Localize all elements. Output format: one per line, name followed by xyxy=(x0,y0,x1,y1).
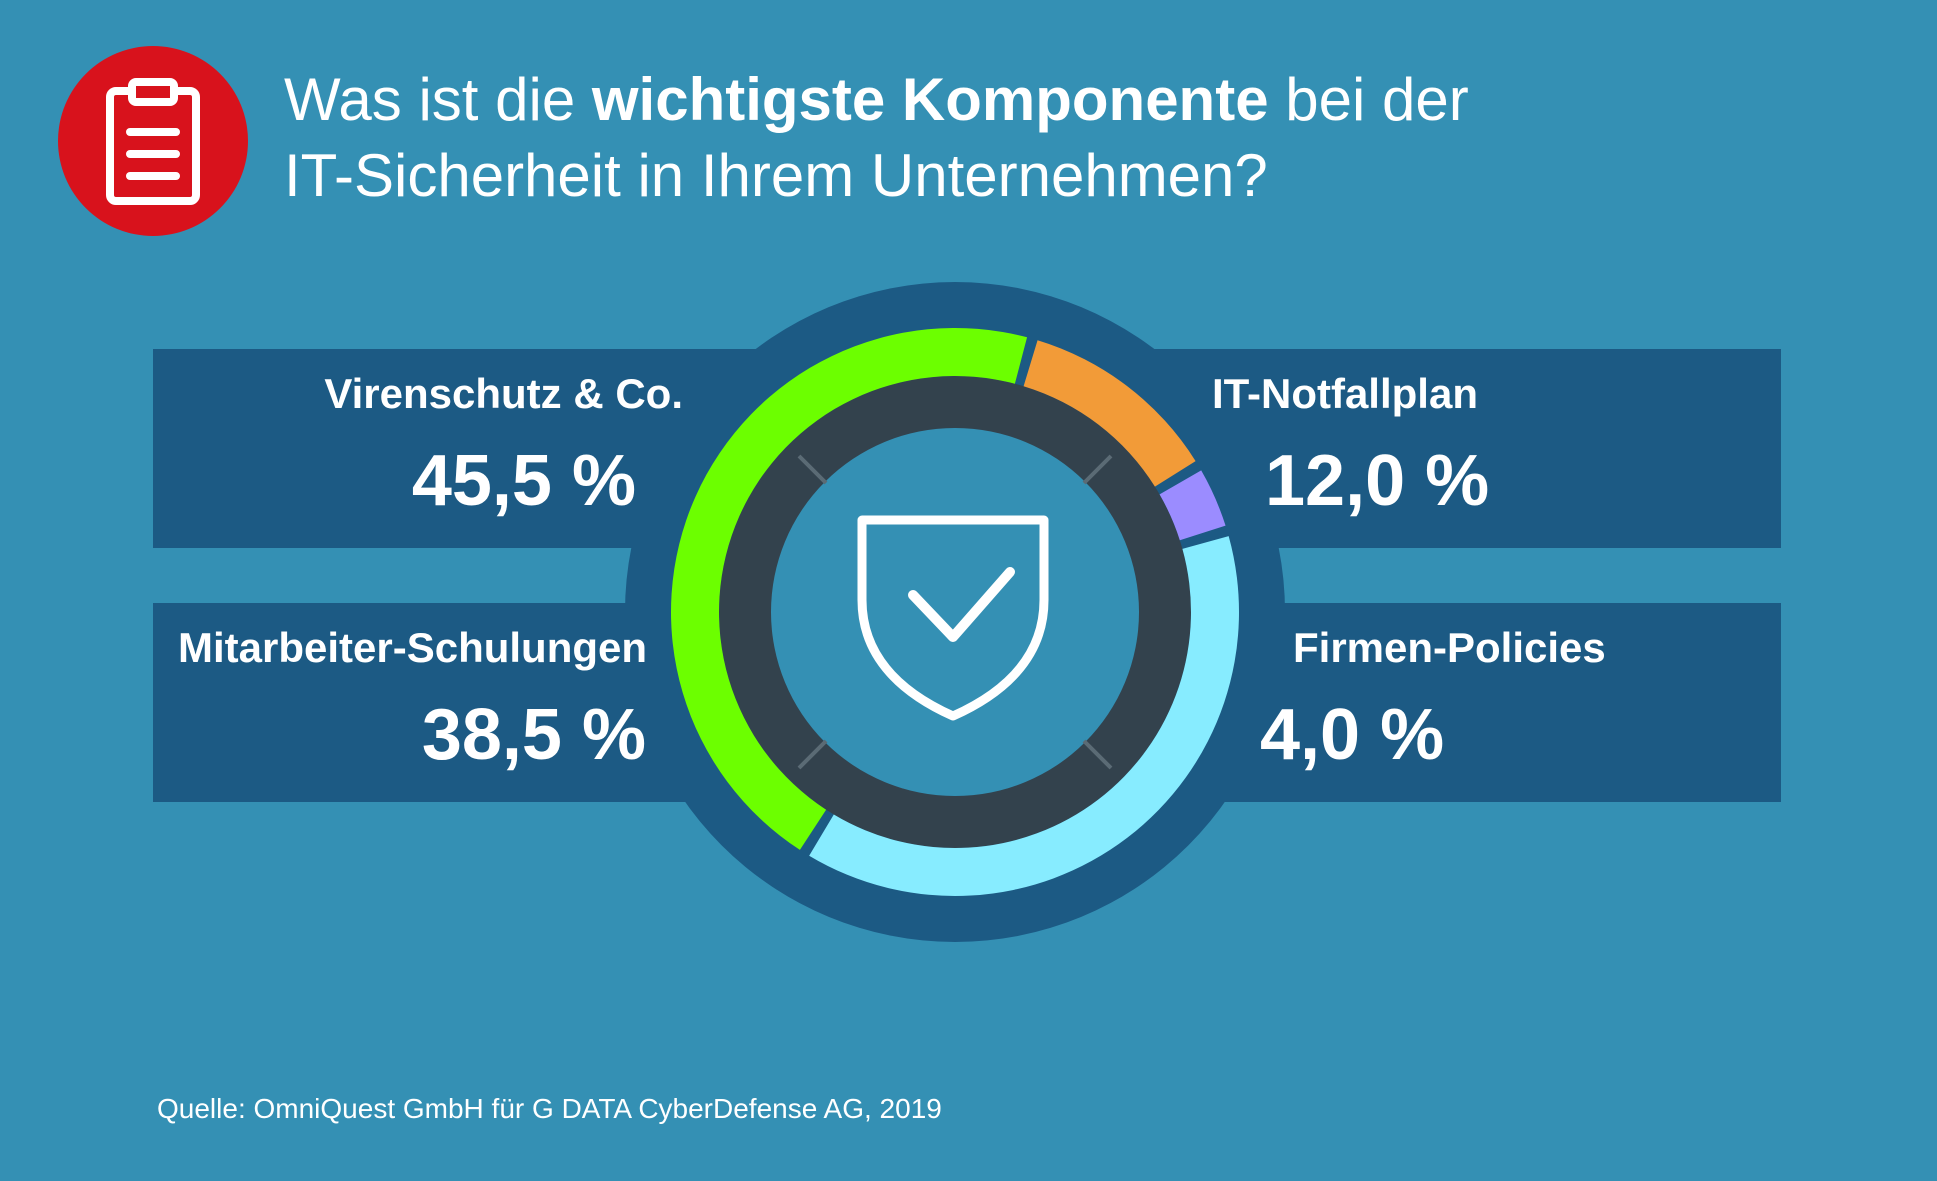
slice-it-notfallplan xyxy=(1023,340,1196,487)
title-line2: IT-Sicherheit in Ihrem Unternehmen? xyxy=(284,142,1268,209)
slice-mitarbeiter-schulungen xyxy=(809,536,1239,896)
source-note: Quelle: OmniQuest GmbH für G DATA CyberD… xyxy=(157,1093,942,1124)
slice-virenschutz xyxy=(671,328,1028,850)
slice-firmen-policies xyxy=(1159,470,1226,541)
label-it-notfallplan: IT-Notfallplan xyxy=(1212,370,1478,417)
ring-tick-4 xyxy=(1082,739,1113,770)
ring-tick-2 xyxy=(1082,454,1113,485)
label-virenschutz: Virenschutz & Co. xyxy=(324,370,683,417)
page-title: Was ist die wichtigste Komponente bei de… xyxy=(284,62,1784,214)
panel-gap-left xyxy=(153,548,623,603)
ring-inner xyxy=(771,428,1139,796)
value-mitarbeiter-schulungen: 38,5 % xyxy=(421,695,646,775)
ring-tick-1 xyxy=(797,454,828,485)
title-part2: bei der xyxy=(1268,66,1469,133)
title-bold: wichtigste Komponente xyxy=(591,66,1269,133)
value-virenschutz: 45,5 % xyxy=(411,441,636,521)
label-firmen-policies: Firmen-Policies xyxy=(1293,624,1606,671)
clipboard-icon xyxy=(58,46,248,236)
title-part1: Was ist die xyxy=(284,66,592,133)
panel-gap-right xyxy=(1288,548,1781,603)
ring-tick-3 xyxy=(797,739,828,770)
value-firmen-policies: 4,0 % xyxy=(1260,695,1445,775)
value-it-notfallplan: 12,0 % xyxy=(1265,441,1490,521)
label-mitarbeiter-schulungen: Mitarbeiter-Schulungen xyxy=(178,624,648,671)
shield-check-icon xyxy=(857,515,1049,721)
